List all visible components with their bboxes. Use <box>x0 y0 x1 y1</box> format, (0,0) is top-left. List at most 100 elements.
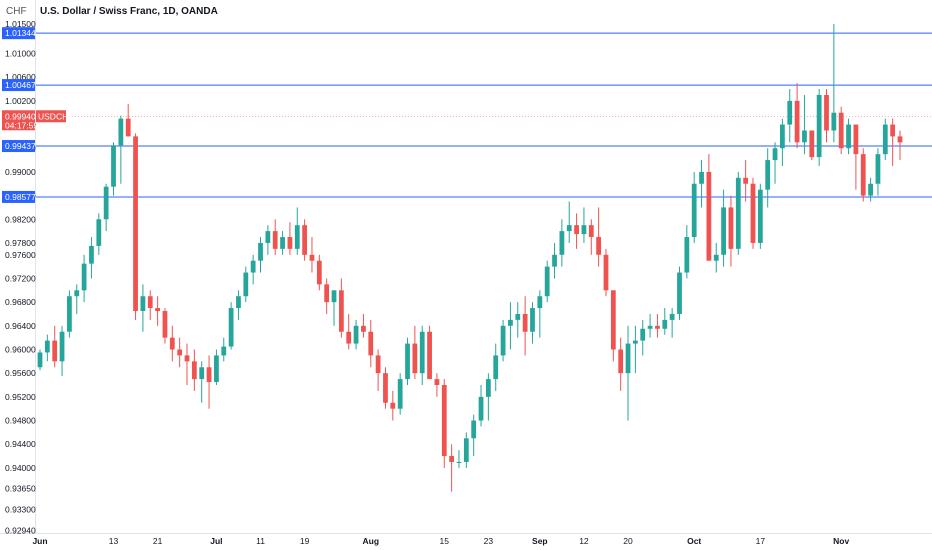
y-tick-label: 0.94400 <box>5 439 36 449</box>
candle-body <box>103 186 109 220</box>
candle-body <box>375 355 381 374</box>
x-tick-label: Aug <box>363 536 380 546</box>
candle-body <box>155 308 160 312</box>
x-tick-label: Jun <box>32 536 47 546</box>
candle-body <box>177 349 183 356</box>
candle-body <box>868 183 873 196</box>
candle-body <box>258 242 263 261</box>
candle-body <box>897 136 903 143</box>
candle-body <box>838 112 844 149</box>
x-tick-label: Nov <box>833 536 849 546</box>
candle-body <box>802 130 807 143</box>
hline-price-tag <box>2 140 35 153</box>
candle-body <box>721 207 726 255</box>
candle-body <box>508 319 513 326</box>
candle-body <box>316 260 322 285</box>
candle-body <box>706 171 712 261</box>
hline-price-label: 0.99437 <box>5 141 36 151</box>
candle-body <box>236 296 241 309</box>
candle-body <box>588 225 594 238</box>
symbol-label: USDCHF <box>38 111 73 121</box>
candle-body <box>162 311 168 338</box>
candle-body <box>816 94 822 158</box>
candle-body <box>89 245 94 264</box>
y-tick-label: 0.92940 <box>5 526 36 536</box>
candle-body <box>684 237 690 273</box>
candle-body <box>780 124 785 149</box>
y-tick-label: 1.00200 <box>5 96 36 106</box>
candle-body <box>250 260 256 273</box>
candle-body <box>338 290 344 332</box>
candle-body <box>287 237 293 249</box>
candle-body <box>765 160 771 190</box>
candle-body <box>632 340 638 344</box>
chart-title: U.S. Dollar / Swiss Franc, 1D, OANDA <box>40 6 218 17</box>
x-tick-label: Sep <box>532 536 548 546</box>
y-tick-label: 0.96400 <box>5 321 36 331</box>
x-tick-label: 15 <box>440 536 450 546</box>
candle-body <box>133 136 138 312</box>
candle-body <box>125 118 131 137</box>
candle-body <box>544 266 550 297</box>
y-tick-label: 0.94800 <box>5 416 36 426</box>
candle-body <box>713 254 719 261</box>
candle-body <box>383 373 388 403</box>
candle-body <box>405 343 410 380</box>
candle-body <box>331 290 337 303</box>
candle-body <box>456 461 462 463</box>
candle-body <box>603 254 609 291</box>
candle-body <box>669 313 675 320</box>
x-tick-label: 11 <box>256 536 265 546</box>
candle-body <box>463 438 469 462</box>
candle-body <box>191 361 197 380</box>
y-tick-label: 0.99000 <box>5 167 36 177</box>
y-tick-label: 0.96800 <box>5 297 36 307</box>
candle-body <box>581 225 587 235</box>
candle-body <box>81 263 87 291</box>
candle-body <box>787 100 793 125</box>
candle-body <box>59 331 65 362</box>
y-tick-label: 1.01500 <box>5 19 36 29</box>
candle-body <box>96 219 102 246</box>
candle-body <box>228 308 234 347</box>
candle-body <box>67 296 72 332</box>
y-tick-label: 0.97800 <box>5 238 36 248</box>
x-tick-label: 17 <box>756 536 766 546</box>
candle-body <box>346 331 352 344</box>
x-tick-label: Oct <box>687 536 701 546</box>
candle-body <box>890 124 896 137</box>
candle-body <box>537 296 543 309</box>
x-tick-label: 23 <box>484 536 494 546</box>
symbol-tag <box>36 110 66 123</box>
candle-body <box>265 231 271 243</box>
candle-body <box>37 352 43 368</box>
candle-body <box>111 145 116 187</box>
candle-body <box>618 349 624 374</box>
y-tick-label: 0.94000 <box>5 463 36 473</box>
hline-price-tag <box>2 27 35 40</box>
candle-body <box>530 308 535 332</box>
candle-body <box>691 183 697 238</box>
candle-body <box>427 331 432 380</box>
candle-body <box>302 225 308 255</box>
candle-body <box>243 272 249 297</box>
y-tick-label: 0.97200 <box>5 273 36 283</box>
candle-body <box>44 340 50 353</box>
candle-body <box>434 379 440 386</box>
candle-body <box>52 340 58 362</box>
candle-body <box>493 355 499 380</box>
candle-body <box>625 343 631 374</box>
x-tick-label: 21 <box>153 536 163 546</box>
candle-body <box>882 124 888 155</box>
x-tick-label: Jul <box>210 536 222 546</box>
y-tick-label: 1.00600 <box>5 72 36 82</box>
y-tick-label: 0.93650 <box>5 484 36 494</box>
candle-body <box>750 183 756 243</box>
candle-body <box>743 177 749 184</box>
x-tick-label: 12 <box>579 536 589 546</box>
current-price-tag <box>2 110 35 131</box>
candle-body <box>772 148 778 161</box>
candle-body <box>206 367 212 383</box>
candle-body <box>221 346 227 356</box>
